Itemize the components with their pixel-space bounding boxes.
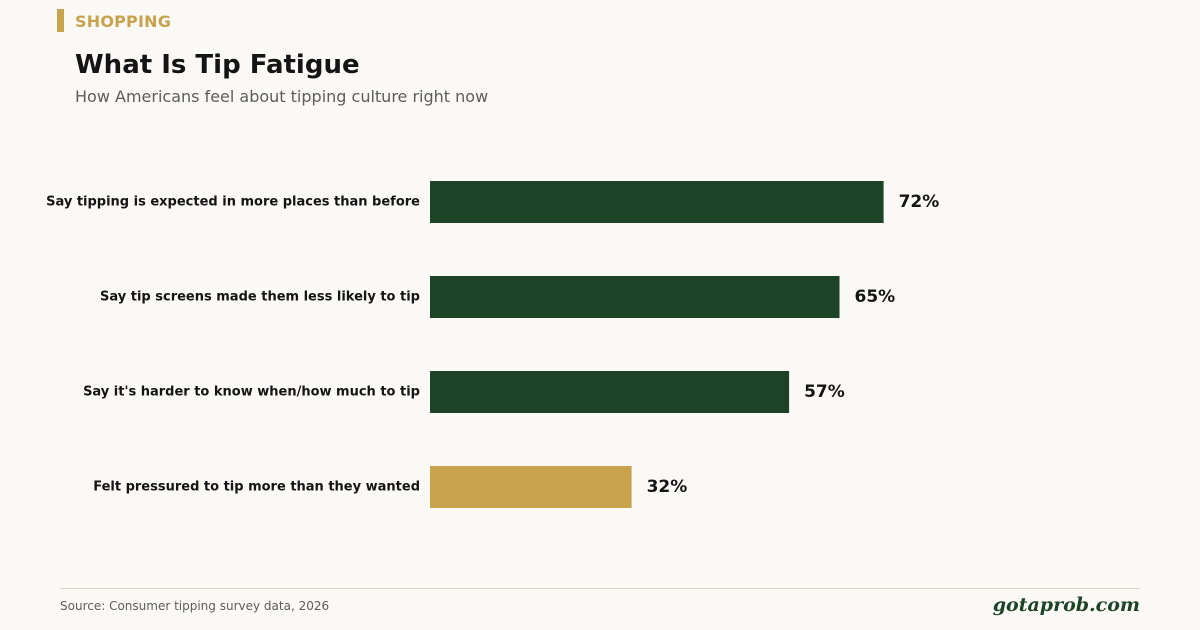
category-label: Say tipping is expected in more places t… (46, 195, 420, 210)
bar (430, 181, 884, 223)
chart-title: What Is Tip Fatigue (75, 50, 360, 80)
footer-divider (60, 588, 1140, 589)
bar (430, 371, 790, 413)
category-label: Felt pressured to tip more than they wan… (93, 480, 420, 495)
category-kicker: SHOPPING (75, 12, 172, 31)
bar (430, 466, 632, 508)
brand-logo: gotaprob.com (992, 594, 1140, 616)
source-note: Source: Consumer tipping survey data, 20… (60, 599, 330, 613)
value-label: 32% (647, 477, 688, 497)
kicker-accent-bar (57, 9, 64, 32)
category-label: Say it's harder to know when/how much to… (83, 385, 420, 400)
bar (430, 276, 840, 318)
value-label: 72% (899, 192, 940, 212)
value-label: 65% (855, 287, 896, 307)
value-label: 57% (804, 382, 845, 402)
category-label: Say tip screens made them less likely to… (100, 290, 420, 305)
chart-subtitle: How Americans feel about tipping culture… (75, 87, 489, 106)
